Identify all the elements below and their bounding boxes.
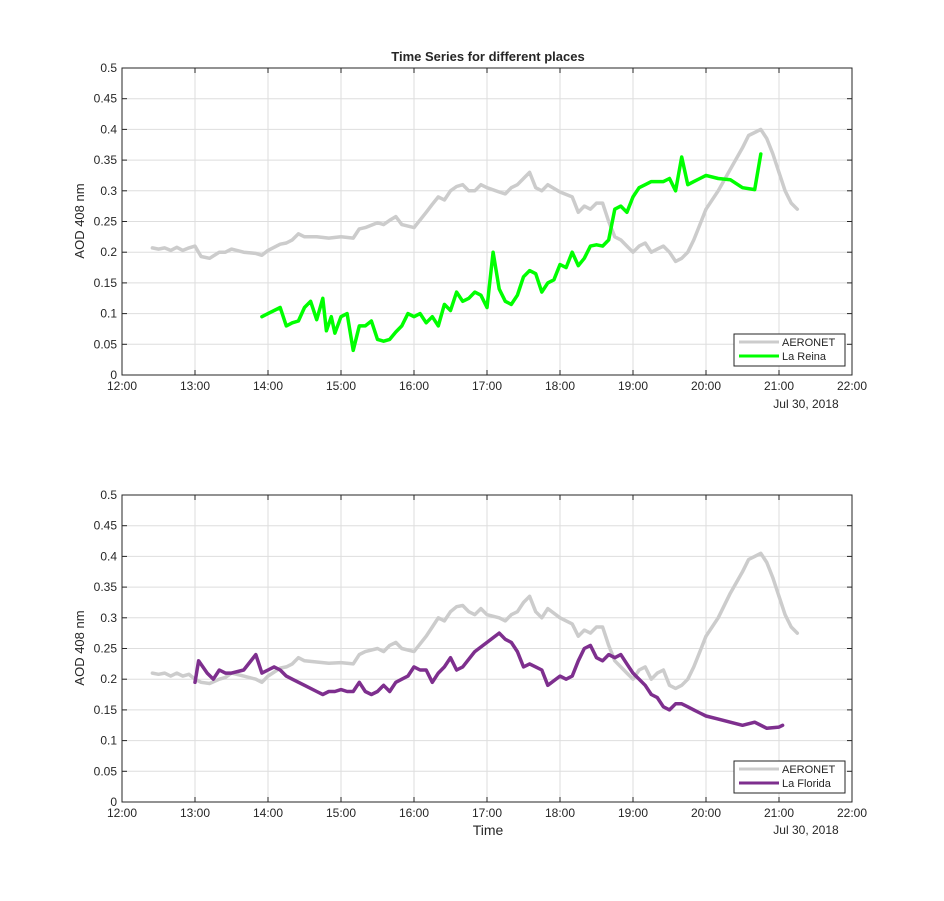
x-tick-label: 21:00 [764,379,794,393]
y-axis-label: AOD 408 nm [72,610,87,685]
y-tick-label: 0.05 [94,337,118,351]
y-tick-label: 0.15 [94,276,118,290]
legend: AERONET La Reina [733,333,846,367]
series-line-la-reina [260,152,763,353]
y-tick-label: 0.35 [94,580,118,594]
y-tick-label: 0.45 [94,519,118,533]
x-tick-label: 17:00 [472,806,502,820]
x-tick-label: 16:00 [399,379,429,393]
y-tick-label: 0.35 [94,153,118,167]
legend: AERONET La Florida [733,760,846,794]
y-tick-label: 0 [110,368,117,382]
chart-bottom: AOD 408 nm Time Jul 30, 2018 12:00 13:00 1… [72,488,867,838]
x-tick-label: 19:00 [618,806,648,820]
series-group [150,127,800,353]
y-tick-label: 0.25 [94,215,118,229]
series-line-aeronet [150,127,800,264]
axes-box [121,67,853,376]
x-tick-label: 22:00 [837,379,867,393]
axes-frame [121,67,853,376]
chart-top: Time Series for different places AOD 408… [72,49,867,411]
axes-box [121,494,853,803]
legend-label-aeronet: AERONET [782,764,835,776]
y-tick-label: 0.2 [100,672,117,686]
grid [121,67,853,376]
x-tick-label: 19:00 [618,379,648,393]
tick-labels: 12:00 13:00 14:00 15:00 16:00 17:00 18:00 19:00… [94,488,868,820]
x-tick-label: 18:00 [545,806,575,820]
legend-box [733,760,846,794]
y-tick-label: 0.15 [94,703,118,717]
y-axis-label: AOD 408 nm [72,183,87,258]
x-axis-label: Time [473,822,504,838]
y-tick-label: 0.1 [100,734,117,748]
legend-label-la-reina: La Reina [782,351,827,363]
legend-label-aeronet: AERONET [782,337,835,349]
y-tick-label: 0.4 [100,122,117,136]
y-tick-label: 0.3 [100,611,117,625]
date-label: Jul 30, 2018 [773,823,839,837]
y-tick-label: 0.45 [94,92,118,106]
y-tick-label: 0.2 [100,245,117,259]
y-tick-label: 0.1 [100,307,117,321]
x-tick-label: 18:00 [545,379,575,393]
x-tick-label: 15:00 [326,379,356,393]
x-tick-label: 21:00 [764,806,794,820]
tick-labels: 12:00 13:00 14:00 15:00 16:00 17:00 18:00 19:00… [94,61,868,393]
x-tick-label: 17:00 [472,379,502,393]
x-tick-label: 16:00 [399,806,429,820]
y-tick-label: 0.4 [100,549,117,563]
y-tick-label: 0.5 [100,61,117,75]
series-group [150,551,800,731]
date-label: Jul 30, 2018 [773,397,839,411]
chart-title: Time Series for different places [391,49,584,64]
x-tick-label: 13:00 [180,379,210,393]
y-tick-label: 0.3 [100,184,117,198]
x-tick-label: 13:00 [180,806,210,820]
x-tick-label: 15:00 [326,806,356,820]
legend-box [733,333,846,367]
series-line-aeronet [150,551,800,691]
x-tick-label: 12:00 [107,806,137,820]
series-line-la-florida [193,631,785,731]
x-tick-label: 20:00 [691,379,721,393]
x-tick-label: 12:00 [107,379,137,393]
axes-frame [121,494,853,803]
y-tick-label: 0.05 [94,764,118,778]
y-tick-label: 0 [110,795,117,809]
x-tick-label: 22:00 [837,806,867,820]
x-tick-label: 14:00 [253,806,283,820]
y-tick-label: 0.25 [94,642,118,656]
x-tick-label: 14:00 [253,379,283,393]
y-tick-label: 0.5 [100,488,117,502]
x-tick-label: 20:00 [691,806,721,820]
legend-label-la-florida: La Florida [782,778,832,790]
